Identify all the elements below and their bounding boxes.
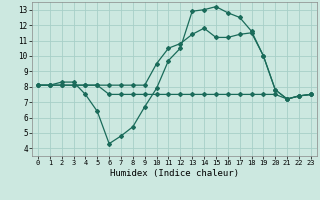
X-axis label: Humidex (Indice chaleur): Humidex (Indice chaleur) (110, 169, 239, 178)
